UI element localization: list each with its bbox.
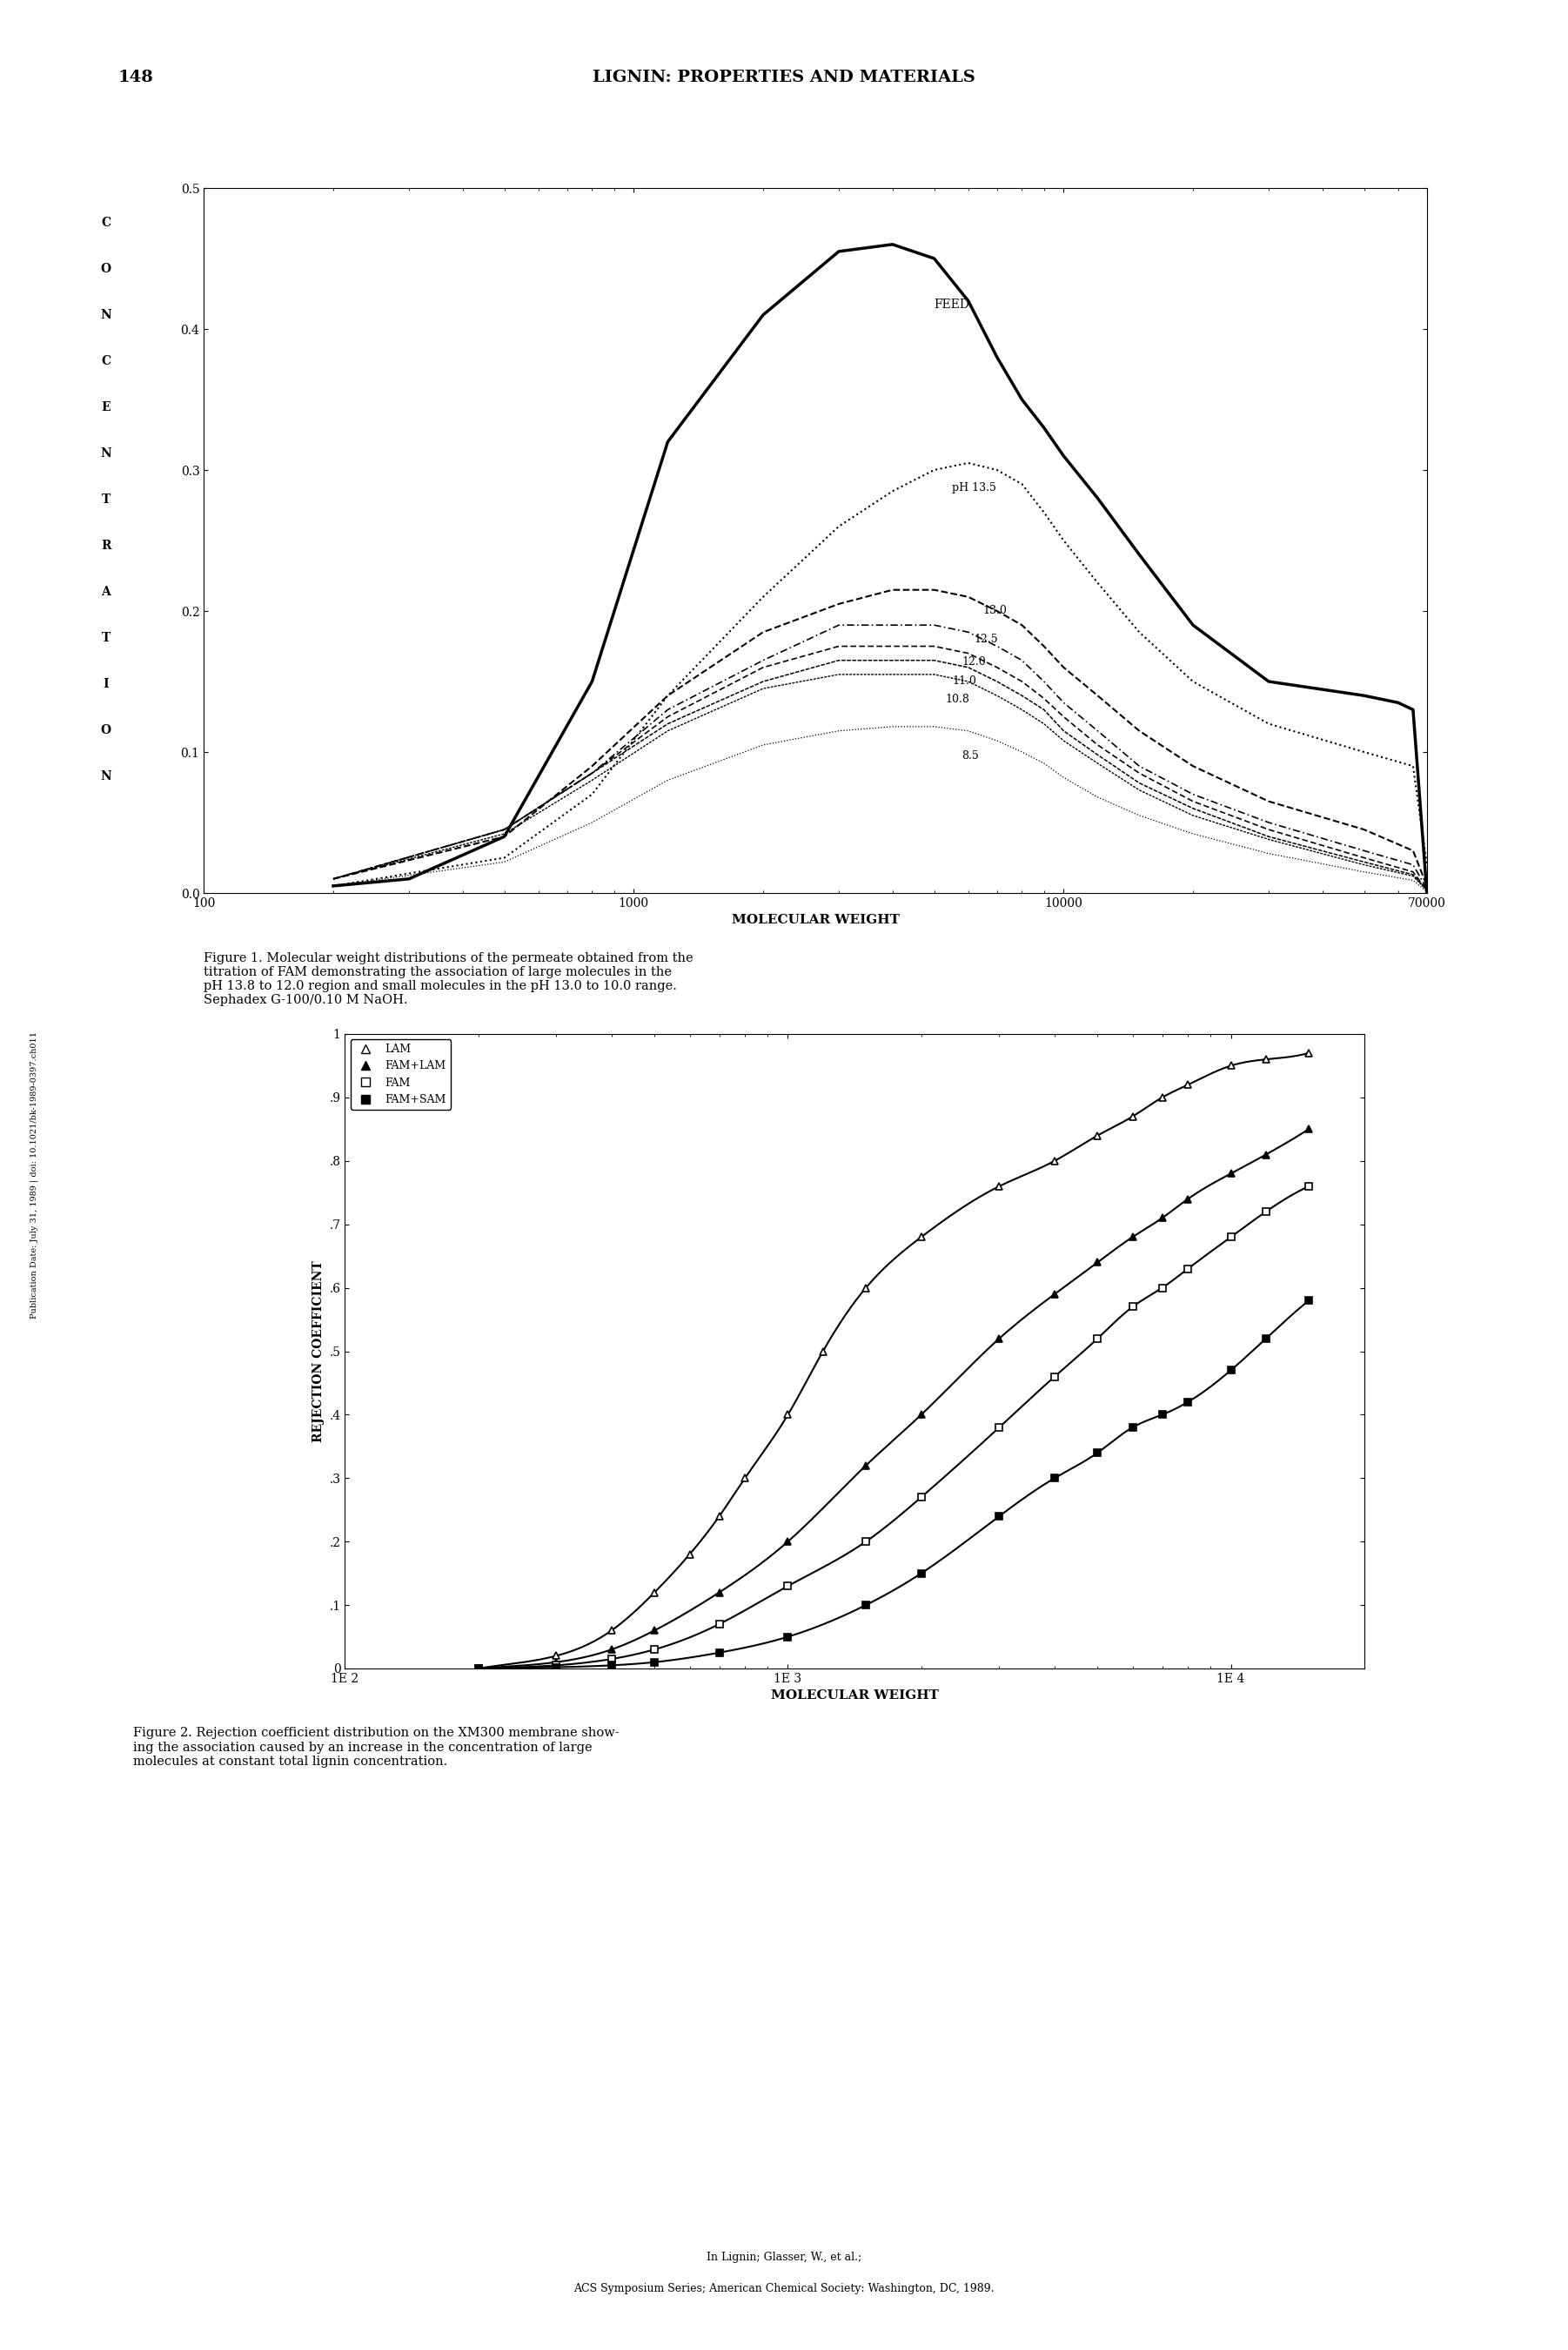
Text: A: A [102,585,111,599]
Text: R: R [100,540,111,552]
X-axis label: MOLECULAR WEIGHT: MOLECULAR WEIGHT [770,1690,939,1701]
Text: ACS Symposium Series; American Chemical Society: Washington, DC, 1989.: ACS Symposium Series; American Chemical … [574,2282,994,2294]
Text: C: C [102,216,111,230]
Text: I: I [103,679,108,691]
Text: 148: 148 [118,70,154,85]
Text: N: N [100,446,111,461]
Text: Figure 1. Molecular weight distributions of the permeate obtained from the
titra: Figure 1. Molecular weight distributions… [204,952,693,1006]
Text: T: T [102,632,110,644]
Text: Figure 2. Rejection coefficient distribution on the XM300 membrane show-
ing the: Figure 2. Rejection coefficient distribu… [133,1727,619,1767]
Text: 12.0: 12.0 [961,656,986,667]
Text: T: T [102,494,110,505]
Text: In Lignin; Glasser, W., et al.;: In Lignin; Glasser, W., et al.; [707,2251,861,2263]
Text: N: N [100,771,111,783]
Text: 11.0: 11.0 [952,674,977,686]
Text: C: C [102,355,111,367]
Text: pH 13.5: pH 13.5 [952,482,996,494]
Text: 13.0: 13.0 [983,604,1007,616]
Y-axis label: REJECTION COEFFICIENT: REJECTION COEFFICIENT [312,1260,325,1443]
Text: Publication Date: July 31, 1989 | doi: 10.1021/bk-1989-0397.ch011: Publication Date: July 31, 1989 | doi: 1… [30,1032,39,1318]
Text: O: O [100,724,111,736]
Text: 8.5: 8.5 [961,750,978,761]
Text: O: O [100,263,111,275]
Text: E: E [102,402,111,414]
Text: 12.5: 12.5 [974,632,999,644]
Text: N: N [100,310,111,322]
Text: 10.8: 10.8 [946,693,969,705]
Legend: LAM, FAM+LAM, FAM, FAM+SAM: LAM, FAM+LAM, FAM, FAM+SAM [350,1039,450,1109]
Text: LIGNIN: PROPERTIES AND MATERIALS: LIGNIN: PROPERTIES AND MATERIALS [593,70,975,85]
X-axis label: MOLECULAR WEIGHT: MOLECULAR WEIGHT [731,914,900,926]
Text: FEED: FEED [935,298,969,310]
